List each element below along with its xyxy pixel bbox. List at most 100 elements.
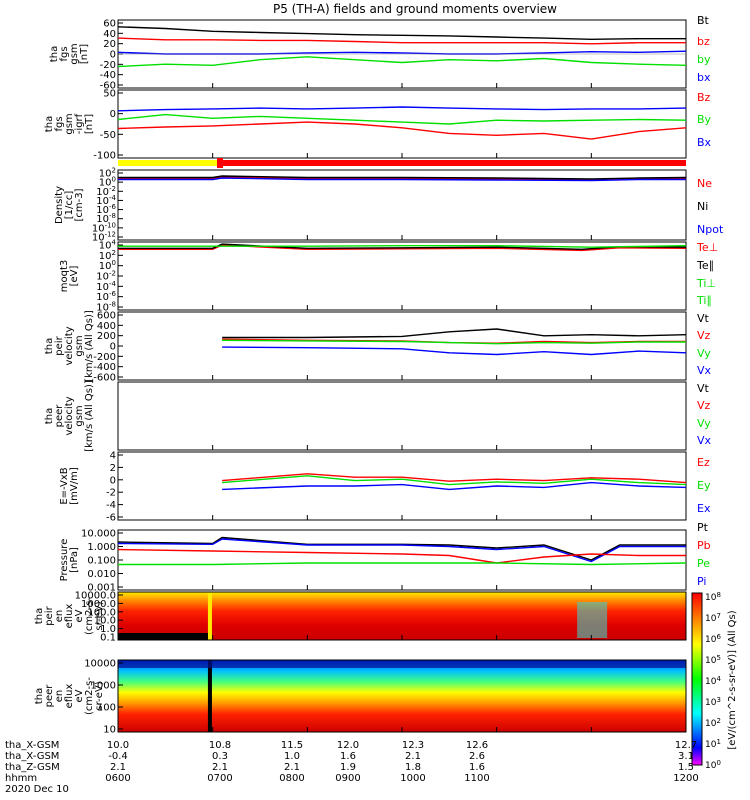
y-tick-label: 0.1: [100, 633, 116, 644]
y-tick-label: -40: [100, 70, 116, 81]
y-axis-label: [nT]: [79, 44, 90, 64]
y-tick-label: 60: [103, 19, 116, 30]
colorbar-tick-label: 107: [705, 612, 721, 624]
footer-value: 1.9: [340, 762, 356, 773]
footer-value: 10.8: [209, 740, 231, 751]
y-tick-label: 2: [110, 463, 116, 474]
y-tick-label: 0: [110, 109, 116, 120]
series-bx: [117, 50, 687, 55]
legend-Vx: Vx: [697, 434, 712, 447]
colorbar-tick-label: 101: [705, 738, 721, 750]
series-by: [117, 56, 687, 68]
footer-value: 0700: [207, 773, 232, 784]
y-axis-label: [nT]: [84, 114, 95, 134]
footer-value: 10.0: [107, 740, 129, 751]
footer-value: 1.0: [284, 751, 300, 762]
legend-Ti∥: Ti∥: [696, 294, 712, 307]
legend-Vy: Vy: [697, 417, 711, 430]
mode-bar-slow: [118, 160, 220, 166]
y-axis-label: sr-eV): [94, 681, 105, 710]
legend-Bx: Bx: [697, 136, 712, 149]
y-axis-label: velocity: [64, 326, 75, 365]
footer-value: 0.3: [212, 751, 228, 762]
footer-value: 2.1: [284, 762, 300, 773]
y-tick-label: 20: [103, 39, 116, 50]
footer-value: 2.6: [469, 751, 485, 762]
y-axis-label: eV: [74, 609, 85, 622]
colorbar-tick-label: 102: [705, 717, 721, 729]
colorbar-tick-label: 100: [705, 759, 721, 771]
panel-8: 10.000 1.000 0.100 0.010 0.001 Pressure [nPa] P…: [59, 521, 711, 594]
footer-value: 0600: [105, 773, 130, 784]
legend-Ne: Ne: [697, 177, 712, 190]
y-tick-label: 4: [110, 451, 116, 462]
footer-value: 3.1: [678, 751, 694, 762]
series-Ex: [222, 481, 687, 491]
y-axis-label: (cm2-s-: [84, 597, 95, 635]
panel-10: 10000 1000 100 10 tha peer en eflux eV (cm2-s-sr-…: [34, 659, 687, 736]
y-axis-label: peer: [54, 404, 65, 428]
series-bz: [117, 37, 686, 45]
footer-value: 12.6: [466, 740, 488, 751]
footer-value: 0800: [279, 773, 304, 784]
y-axis-label: tha: [44, 338, 55, 354]
y-axis-label: -igrf: [74, 113, 85, 134]
y-tick-label: 600: [97, 311, 116, 322]
y-tick-label: -400: [93, 362, 116, 373]
y-axis-label: en: [54, 610, 65, 623]
y-axis-label: moqt3: [59, 260, 70, 293]
footer-value: 2.1: [212, 762, 228, 773]
y-axis-label: [mV/m]: [69, 467, 80, 505]
y-tick-label: 0.010: [87, 569, 116, 580]
y-axis-label: gsm: [74, 335, 85, 356]
y-tick-label: 100.0: [87, 607, 116, 618]
legend-Vz: Vz: [697, 399, 711, 412]
y-tick-label: -200: [93, 352, 116, 363]
legend-Npot: Npot: [697, 223, 724, 236]
legend-Ti⊥: Ti⊥: [696, 277, 716, 290]
legend-bz: bz: [697, 35, 710, 48]
plot-title: P5 (TH-A) fields and ground moments over…: [273, 2, 557, 16]
colorbar-tick-label: 104: [705, 675, 721, 687]
y-axis-label: (cm2-s-: [84, 677, 95, 715]
footer-row-label: tha_X-GSM: [5, 740, 59, 751]
panel-frame: [117, 311, 687, 381]
series-Pi: [117, 538, 686, 563]
footer-date: 2020 Dec 10: [5, 784, 69, 795]
y-tick-label: 10.000: [81, 529, 116, 540]
legend-Pb: Pb: [697, 539, 711, 552]
legend-Ez: Ez: [697, 456, 710, 469]
y-axis-label: gsm: [69, 43, 80, 64]
legend-Pt: Pt: [697, 521, 709, 534]
series-Pe: [118, 562, 687, 566]
series-Vt: [222, 328, 687, 339]
legend-bx: bx: [697, 71, 711, 84]
y-tick-label: 0: [110, 50, 116, 61]
series-Ey: [222, 475, 687, 486]
y-tick-label: 200: [97, 331, 116, 342]
footer-value: 12.0: [337, 740, 359, 751]
panel-frame: [117, 529, 687, 591]
footer-row-label: hhmm: [5, 773, 37, 784]
y-tick-label: 1.0: [100, 624, 116, 635]
series-Ni: [118, 175, 687, 180]
footer-value: 1.5: [678, 762, 694, 773]
footer: tha_X-GSM 10.0 10.8 11.5 12.0 12.3 12.6 12.7 tha…: [5, 740, 699, 795]
panel-2: 50 0 -50 -100 tha fgs gsm -igrf [nT] Bz By Bx: [44, 89, 712, 162]
footer-value: 1000: [400, 773, 425, 784]
colorbar: 108 107 106 105 104 103 102 101 100 [eV/(cm^2-s-…: [691, 591, 738, 771]
y-axis-label: [cm-3]: [74, 188, 85, 221]
legend-Ni: Ni: [697, 200, 708, 213]
y-axis-label: fgs: [59, 46, 70, 61]
y-tick-label: 400: [97, 321, 116, 332]
series-Bt: [117, 26, 686, 41]
legend-Vz: Vz: [697, 329, 711, 342]
y-axis-label: eV: [74, 689, 85, 702]
y-axis-label: tha: [44, 408, 55, 424]
legend-by: by: [697, 53, 711, 66]
y-tick-label: -60: [100, 81, 116, 92]
